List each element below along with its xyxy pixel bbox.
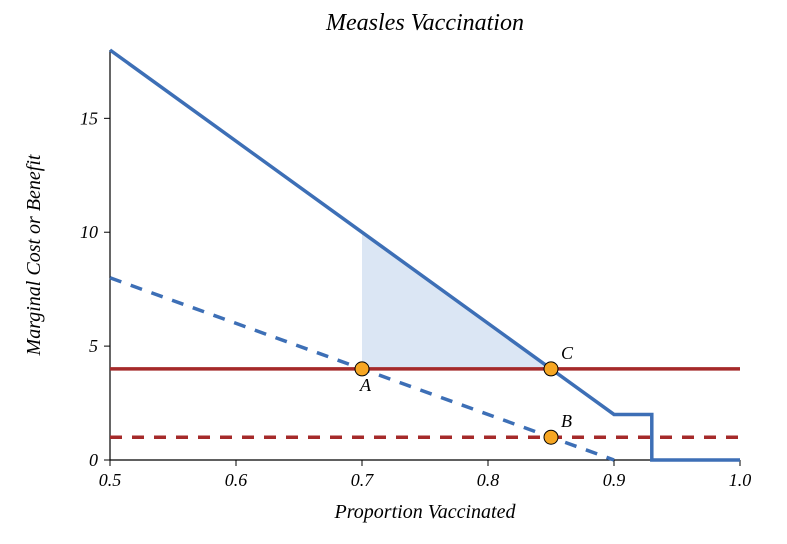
y-tick-label: 5 [89, 336, 98, 356]
x-tick-label: 0.7 [351, 470, 375, 490]
point-label-a: A [359, 375, 372, 395]
point-c [544, 362, 558, 376]
point-label-b: B [561, 411, 572, 431]
y-axis-label: Marginal Cost or Benefit [23, 154, 45, 356]
x-tick-label: 0.6 [225, 470, 248, 490]
axis-frame [110, 50, 740, 460]
x-tick-label: 0.9 [603, 470, 626, 490]
x-axis-label: Proportion Vaccinated [334, 501, 517, 523]
chart-title: Measles Vaccination [325, 10, 524, 36]
y-tick-label: 15 [80, 108, 98, 128]
series-blue-solid [110, 50, 740, 460]
point-b [544, 430, 558, 444]
x-tick-label: 0.5 [99, 470, 122, 490]
point-a [355, 362, 369, 376]
chart-svg: 0.5 0.6 0.7 0.8 0.9 1.0 0 5 10 15 A B C Measles Vacci… [0, 0, 787, 544]
x-tick-label: 0.8 [477, 470, 500, 490]
y-tick-label: 10 [80, 222, 98, 242]
point-label-c: C [561, 343, 574, 363]
chart-container: 0.5 0.6 0.7 0.8 0.9 1.0 0 5 10 15 A B C Measles Vacci… [0, 0, 787, 544]
y-tick-label: 0 [89, 450, 98, 470]
x-tick-label: 1.0 [729, 470, 752, 490]
